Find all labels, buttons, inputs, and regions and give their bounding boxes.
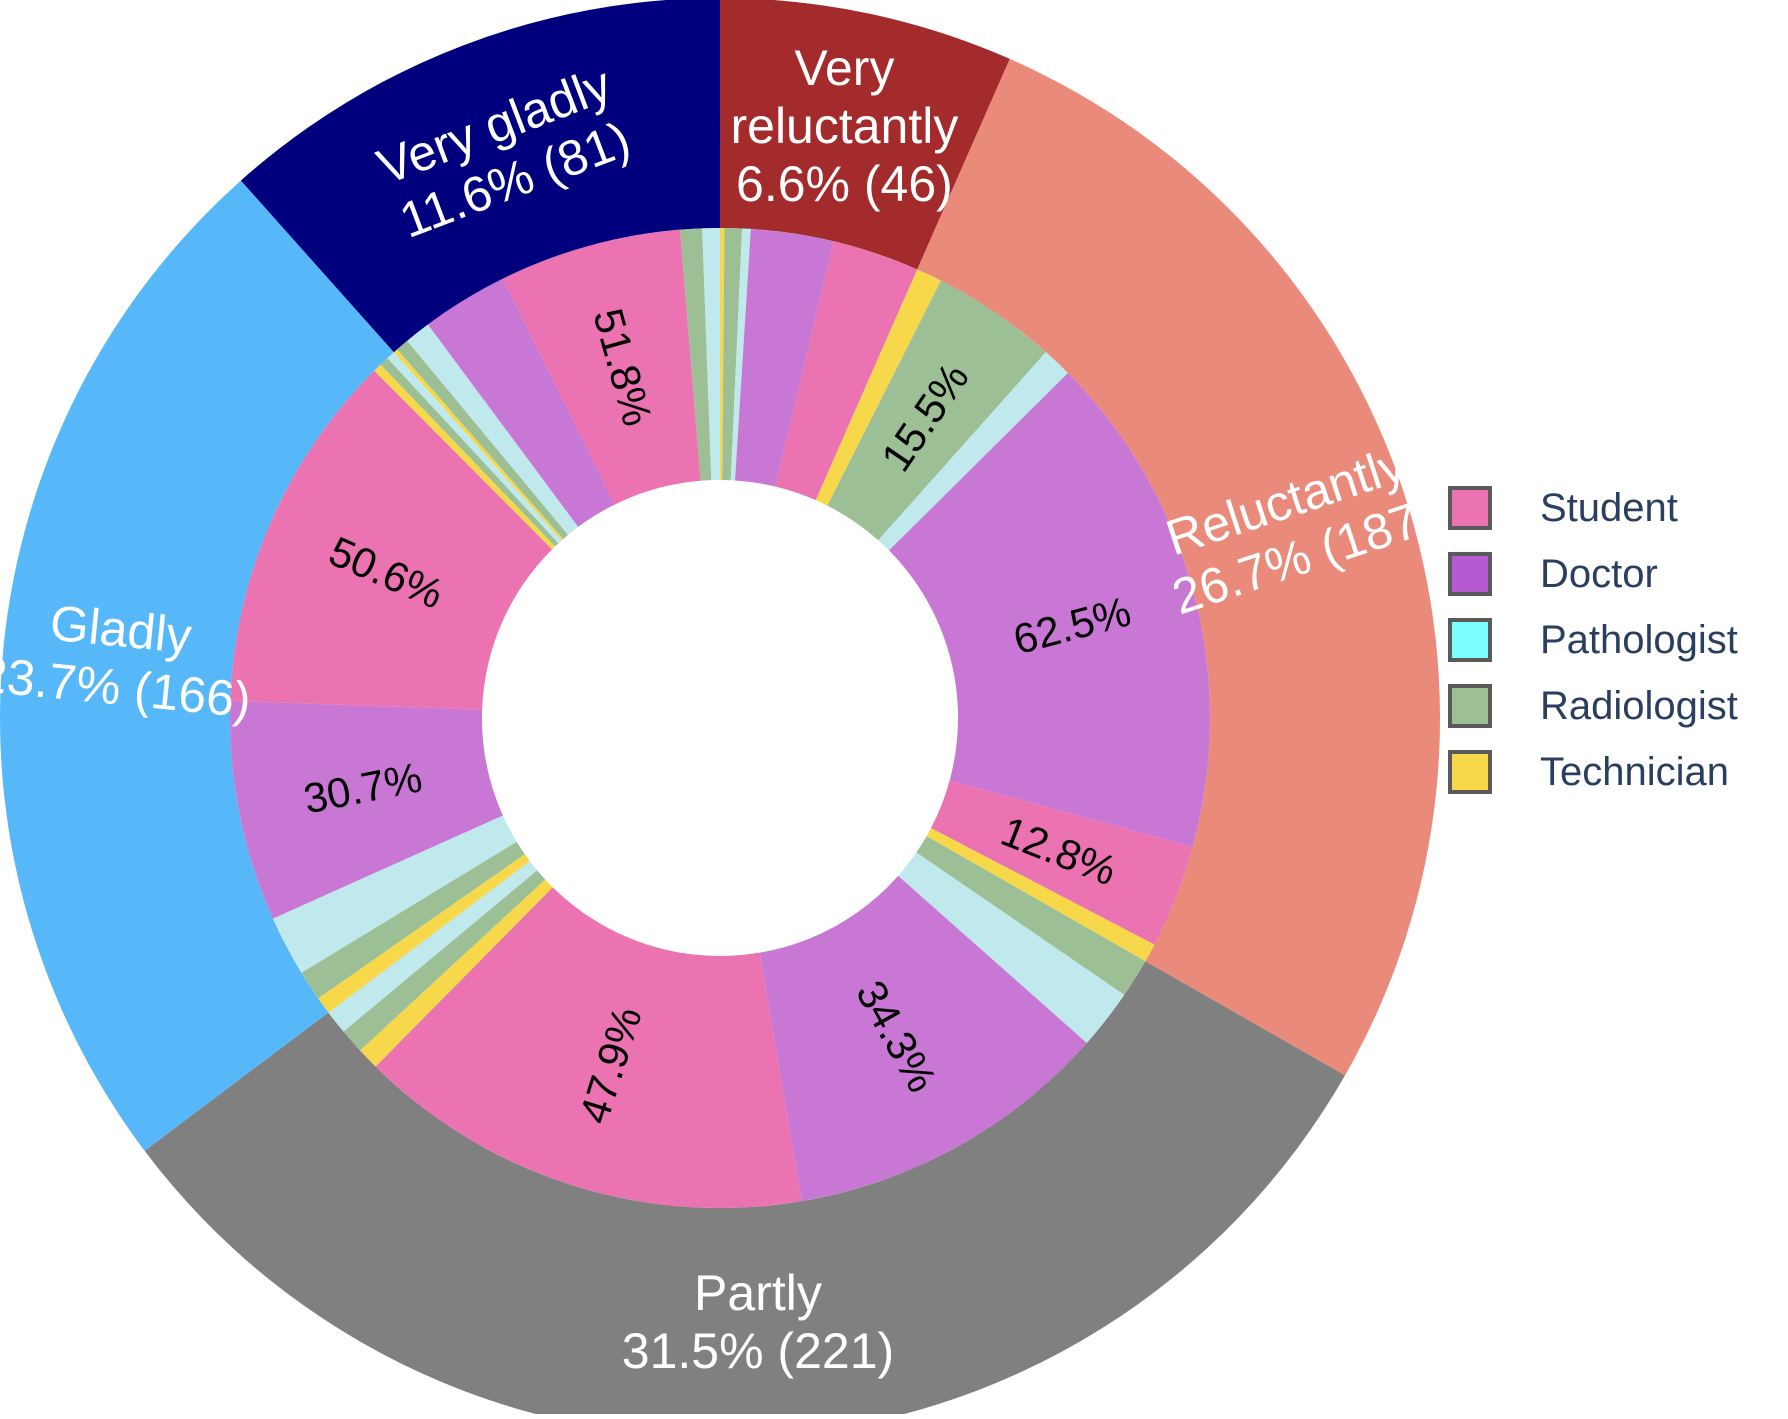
inner-segment-very-gladly-pathologist[interactable] — [407, 324, 579, 535]
inner-segment-very-gladly-student[interactable] — [503, 229, 701, 505]
legend-swatch-pathologist — [1448, 618, 1492, 662]
outer-segment-very-gladly[interactable] — [240, 0, 720, 353]
outer-segment-partly[interactable] — [144, 961, 1346, 1419]
outer-label-partly-line1: Partly — [694, 1265, 822, 1321]
legend-swatch-student — [1448, 486, 1492, 530]
inner-segment-very-gladly-pathologist[interactable] — [702, 228, 720, 481]
inner-segment-partly-radiologist[interactable] — [916, 836, 1146, 995]
legend-label-student: Student — [1540, 486, 1678, 530]
inner-segment-very-reluctantly-student[interactable] — [775, 241, 918, 501]
inner-segment-gladly-pathologist[interactable] — [272, 815, 517, 973]
inner-segment-reluctantly-student[interactable] — [931, 780, 1193, 945]
legend-label-pathologist: Pathologist — [1540, 618, 1738, 662]
inner-segment-gladly-radiologist[interactable] — [301, 841, 525, 999]
outer-label-very-reluctantly-line1: Very — [794, 40, 894, 96]
legend: Student Doctor Pathologist Radiologist Techn… — [1448, 486, 1738, 794]
inner-segment-partly-radiologist[interactable] — [343, 870, 546, 1051]
outer-ring — [0, 0, 1440, 1419]
inner-segment-very-gladly-doctor[interactable] — [427, 278, 615, 527]
inner-segment-very-gladly-technician[interactable] — [393, 349, 564, 541]
outer-segment-reluctantly[interactable] — [917, 58, 1440, 1076]
legend-swatch-technician — [1448, 750, 1492, 794]
legend-label-doctor: Doctor — [1540, 552, 1658, 596]
inner-segment-partly-technician[interactable] — [360, 879, 553, 1067]
outer-label-gladly-line1: Gladly — [48, 595, 195, 665]
legend-item-student[interactable]: Student — [1448, 486, 1678, 530]
inner-segment-very-reluctantly-technician[interactable] — [720, 228, 725, 481]
inner-segment-very-gladly-radiologist[interactable] — [680, 228, 712, 481]
inner-segment-gladly-technician[interactable] — [374, 364, 556, 550]
inner-segment-gladly-technician[interactable] — [318, 854, 530, 1013]
inner-segment-partly-student[interactable] — [375, 887, 802, 1208]
inner-segment-reluctantly-radiologist[interactable] — [827, 280, 1046, 541]
outer-segment-gladly[interactable] — [0, 180, 394, 1151]
outer-segment-very-reluctantly[interactable] — [720, 0, 1010, 270]
legend-item-doctor[interactable]: Doctor — [1448, 552, 1658, 596]
inner-segment-very-reluctantly-doctor[interactable] — [734, 228, 834, 487]
inner-segment-reluctantly-pathologist[interactable] — [878, 352, 1068, 551]
inner-segment-very-gladly-radiologist[interactable] — [397, 340, 569, 539]
inner-ring — [229, 228, 1210, 1208]
inner-segment-very-reluctantly-pathologist[interactable] — [730, 228, 751, 481]
inner-segment-reluctantly-doctor[interactable] — [889, 373, 1210, 847]
legend-item-radiologist[interactable]: Radiologist — [1448, 684, 1738, 728]
legend-item-pathologist[interactable]: Pathologist — [1448, 618, 1738, 662]
legend-label-technician: Technician — [1540, 750, 1729, 794]
legend-item-technician[interactable]: Technician — [1448, 750, 1729, 794]
inner-segment-reluctantly-technician[interactable] — [815, 269, 941, 506]
inner-segment-gladly-student[interactable] — [230, 370, 553, 710]
legend-swatch-radiologist — [1448, 684, 1492, 728]
outer-label-partly-stat: 31.5% (221) — [622, 1323, 894, 1379]
outer-label-very-reluctantly-stat: 6.6% (46) — [736, 156, 953, 212]
inner-segment-partly-doctor[interactable] — [759, 875, 1087, 1202]
inner-segment-reluctantly-technician[interactable] — [926, 828, 1155, 962]
outer-label-very-reluctantly-line2: reluctantly — [730, 98, 958, 154]
legend-label-radiologist: Radiologist — [1540, 684, 1738, 728]
inner-segment-partly-pathologist[interactable] — [898, 852, 1125, 1043]
inner-segment-partly-pathologist[interactable] — [328, 861, 538, 1032]
inner-segment-gladly-radiologist[interactable] — [380, 358, 559, 547]
inner-segment-very-reluctantly-radiologist[interactable] — [722, 228, 743, 481]
legend-swatch-doctor — [1448, 552, 1492, 596]
inner-segment-gladly-pathologist[interactable] — [387, 352, 562, 544]
inner-segment-gladly-doctor[interactable] — [229, 700, 503, 919]
